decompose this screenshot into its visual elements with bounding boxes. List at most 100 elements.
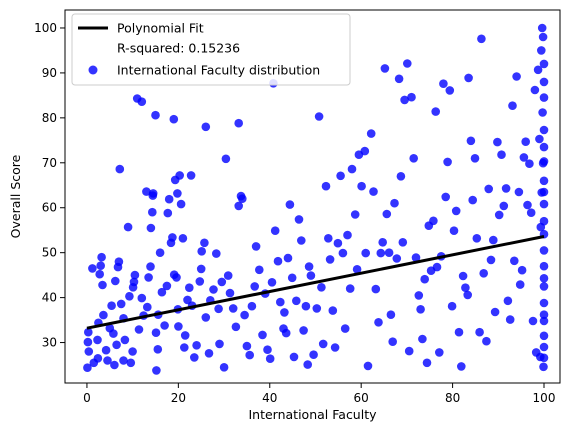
scatter-point: [221, 154, 231, 164]
scatter-point: [371, 284, 381, 294]
scatter-point: [493, 137, 502, 147]
scatter-point: [283, 253, 293, 263]
scatter-point: [281, 328, 291, 338]
scatter-point: [297, 236, 306, 245]
scatter-point: [378, 238, 388, 247]
scatter-point: [93, 335, 102, 345]
scatter-point: [180, 343, 189, 352]
scatter-point: [539, 353, 549, 363]
scatter-point: [537, 46, 546, 55]
scatter-point: [409, 154, 419, 163]
scatter-point: [292, 296, 301, 306]
scatter-point: [447, 301, 457, 311]
scatter-point: [101, 345, 111, 355]
scatter-point: [539, 310, 549, 320]
scatter-point: [539, 77, 549, 87]
scatter-point: [137, 293, 147, 303]
scatter-point: [196, 264, 206, 274]
scatter-point: [458, 271, 468, 281]
scatter-point: [173, 189, 182, 198]
scatter-point: [445, 86, 455, 95]
scatter-point: [394, 74, 404, 84]
legend-scatter-swatch: [88, 65, 98, 75]
scatter-point: [403, 59, 412, 68]
scatter-point: [178, 234, 188, 243]
scatter-point: [396, 172, 406, 181]
scatter-point: [420, 274, 430, 284]
scatter-points: [83, 23, 549, 375]
scatter-point: [270, 226, 280, 235]
scatter-point: [103, 356, 112, 365]
scatter-point: [242, 341, 252, 351]
scatter-point: [214, 304, 223, 314]
scatter-point: [130, 270, 140, 280]
scatter-point: [418, 334, 427, 344]
scatter-point: [338, 248, 348, 258]
scatter-point: [369, 187, 378, 196]
scatter-point: [407, 92, 416, 102]
scatter-point: [350, 210, 360, 219]
scatter-point: [142, 187, 151, 196]
y-tick-label: 60: [42, 201, 57, 215]
scatter-point: [398, 238, 408, 247]
scatter-point: [267, 278, 277, 287]
scatter-point: [294, 215, 304, 224]
scatter-point: [539, 142, 549, 152]
y-tick-label: 100: [34, 21, 57, 35]
x-tick-label: 100: [533, 391, 556, 405]
scatter-point: [539, 342, 549, 352]
scatter-point: [510, 256, 519, 266]
scatter-point: [537, 188, 546, 197]
scatter-point: [484, 184, 494, 194]
scatter-point: [88, 264, 97, 273]
scatter-point: [539, 93, 549, 102]
scatter-point: [475, 327, 484, 337]
scatter-point: [112, 340, 121, 350]
scatter-point: [201, 122, 211, 132]
scatter-point: [209, 285, 218, 294]
scatter-point: [146, 262, 155, 271]
scatter-point: [148, 207, 157, 217]
scatter-point: [325, 255, 335, 264]
scatter-point: [343, 230, 352, 240]
scatter-point: [263, 345, 272, 355]
scatter-point: [95, 269, 104, 279]
scatter-point: [309, 350, 318, 360]
scatter-point: [321, 181, 331, 191]
x-tick-label: 40: [262, 391, 277, 405]
scatter-point: [280, 308, 289, 317]
scatter-point: [441, 192, 451, 202]
scatter-point: [503, 296, 513, 306]
scatter-point: [468, 195, 478, 205]
scatter-point: [148, 189, 158, 198]
scatter-point: [116, 299, 126, 309]
scatter-point: [512, 72, 521, 81]
scatter-point: [97, 252, 106, 262]
scatter-point: [414, 291, 424, 300]
scatter-point: [126, 358, 136, 368]
scatter-point: [539, 199, 549, 209]
scatter-point: [416, 305, 425, 314]
scatter-point: [162, 281, 172, 291]
scatter-point: [376, 248, 386, 258]
scatter-point: [431, 107, 441, 116]
scatter-point: [464, 73, 473, 83]
scatter-point: [89, 358, 99, 368]
scatter-point: [317, 283, 326, 292]
scatter-point: [254, 265, 264, 275]
scatter-point: [169, 114, 179, 124]
scatter-point: [83, 337, 93, 347]
scatter-point: [361, 248, 371, 258]
scatter-point: [443, 157, 452, 167]
scatter-point: [134, 325, 144, 334]
scatter-point: [324, 234, 333, 243]
scatter-point: [164, 194, 174, 204]
scatter-point: [352, 265, 362, 274]
axes-frame: [64, 9, 561, 384]
scatter-point: [160, 321, 169, 330]
scatter-point: [98, 280, 107, 290]
scatter-point: [538, 158, 548, 168]
scatter-point: [119, 356, 128, 365]
scatter-point: [223, 271, 233, 280]
scatter-point: [137, 97, 147, 106]
